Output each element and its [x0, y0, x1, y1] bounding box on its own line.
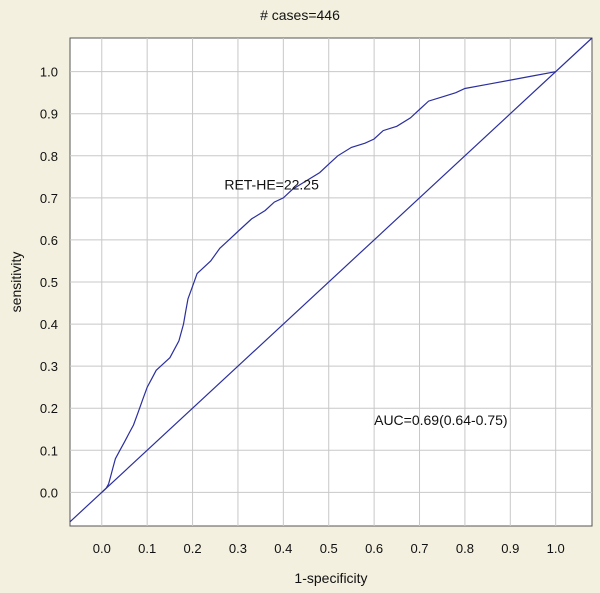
x-tick-label: 0.2 — [184, 541, 202, 556]
x-tick-label: 0.6 — [365, 541, 383, 556]
series-group — [69, 37, 593, 523]
y-tick-label: 0.8 — [40, 149, 58, 164]
grid — [70, 38, 592, 526]
reference-diagonal — [69, 37, 593, 523]
y-tick-label: 0.7 — [40, 191, 58, 206]
y-tick-label: 0.9 — [40, 107, 58, 122]
y-tick-label: 0.0 — [40, 485, 58, 500]
x-tick-label: 0.7 — [410, 541, 428, 556]
x-axis-title: 1-specificity — [294, 570, 367, 586]
y-tick-label: 0.5 — [40, 275, 58, 290]
x-tick-labels: 0.0 0.1 0.2 0.3 0.4 0.5 0.6 0.7 0.8 0.9 1.0 — [93, 541, 565, 556]
annotation-auc: AUC=0.69(0.64-0.75) — [374, 412, 507, 428]
x-tick-label: 0.4 — [274, 541, 292, 556]
y-tick-label: 0.1 — [40, 443, 58, 458]
y-tick-label: 0.4 — [40, 317, 58, 332]
x-tick-label: 0.9 — [501, 541, 519, 556]
x-tick-label: 0.5 — [320, 541, 338, 556]
annotation-cutoff: RET-HE=22.25 — [224, 176, 319, 192]
y-tick-label: 0.3 — [40, 359, 58, 374]
y-tick-label: 0.2 — [40, 401, 58, 416]
y-tick-label: 1.0 — [40, 65, 58, 80]
x-tick-label: 0.3 — [229, 541, 247, 556]
x-tick-label: 1.0 — [547, 541, 565, 556]
y-tick-labels: 0.0 0.1 0.2 0.3 0.4 0.5 0.6 0.7 0.8 0.9 1.0 — [40, 65, 58, 501]
y-tick-label: 0.6 — [40, 233, 58, 248]
chart-title: # cases=446 — [260, 7, 340, 23]
roc-curve — [101, 71, 556, 493]
x-tick-label: 0.8 — [456, 541, 474, 556]
x-tick-label: 0.0 — [93, 541, 111, 556]
y-axis-title: sensitivity — [8, 252, 24, 313]
x-tick-label: 0.1 — [138, 541, 156, 556]
